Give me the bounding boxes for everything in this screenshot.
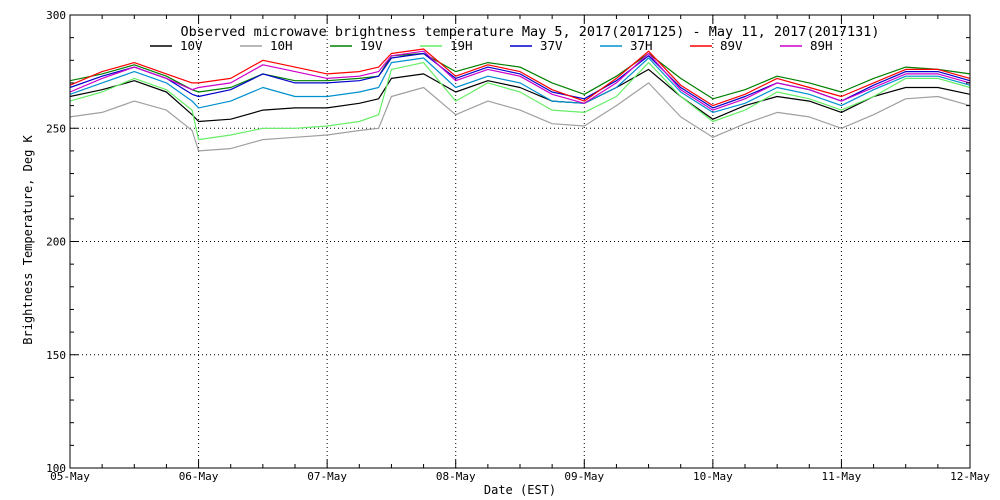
series-line-19v — [69, 52, 971, 100]
y-axis-label: Brightness Temperature, Deg K — [21, 134, 35, 344]
x-tick-label: 07-May — [307, 470, 347, 483]
y-tick-label: 200 — [46, 236, 66, 249]
legend-label-19h: 19H — [450, 38, 473, 53]
y-tick-label: 300 — [46, 9, 66, 22]
legend: 10V 10H 19V 19H 37V 37H 89V 89H — [150, 38, 833, 53]
series-line-19h — [69, 61, 971, 141]
legend-label-37v: 37V — [540, 38, 563, 53]
series-line-37h — [69, 57, 971, 114]
x-tick-label: 09-May — [564, 470, 604, 483]
y-tick-label: 100 — [46, 462, 66, 475]
x-tick-label: 12-May — [950, 470, 990, 483]
series-line-89v — [69, 48, 971, 107]
legend-label-37h: 37H — [630, 38, 653, 53]
x-tick-label: 08-May — [436, 470, 476, 483]
y-tick-label: 150 — [46, 349, 66, 362]
legend-label-89v: 89V — [720, 38, 743, 53]
legend-label-10v: 10V — [180, 38, 203, 53]
y-tick-label: 250 — [46, 122, 66, 135]
series-line-89h — [69, 50, 971, 111]
ticks: 100 150 200 250 300 05-May 06-May 07-May 08-May 0… — [46, 9, 990, 483]
x-tick-label: 11-May — [822, 470, 862, 483]
x-tick-label: 06-May — [179, 470, 219, 483]
series-layer — [69, 48, 971, 152]
legend-label-19v: 19V — [360, 38, 383, 53]
legend-label-10h: 10H — [270, 38, 293, 53]
chart-title: Observed microwave brightness temperatur… — [181, 24, 880, 40]
series-line-10h — [69, 82, 971, 152]
x-tick-label: 10-May — [693, 470, 733, 483]
series-line-10v — [69, 68, 971, 123]
x-tick-label: 05-May — [50, 470, 90, 483]
legend-label-89h: 89H — [810, 38, 833, 53]
x-axis-label: Date (EST) — [484, 483, 556, 497]
